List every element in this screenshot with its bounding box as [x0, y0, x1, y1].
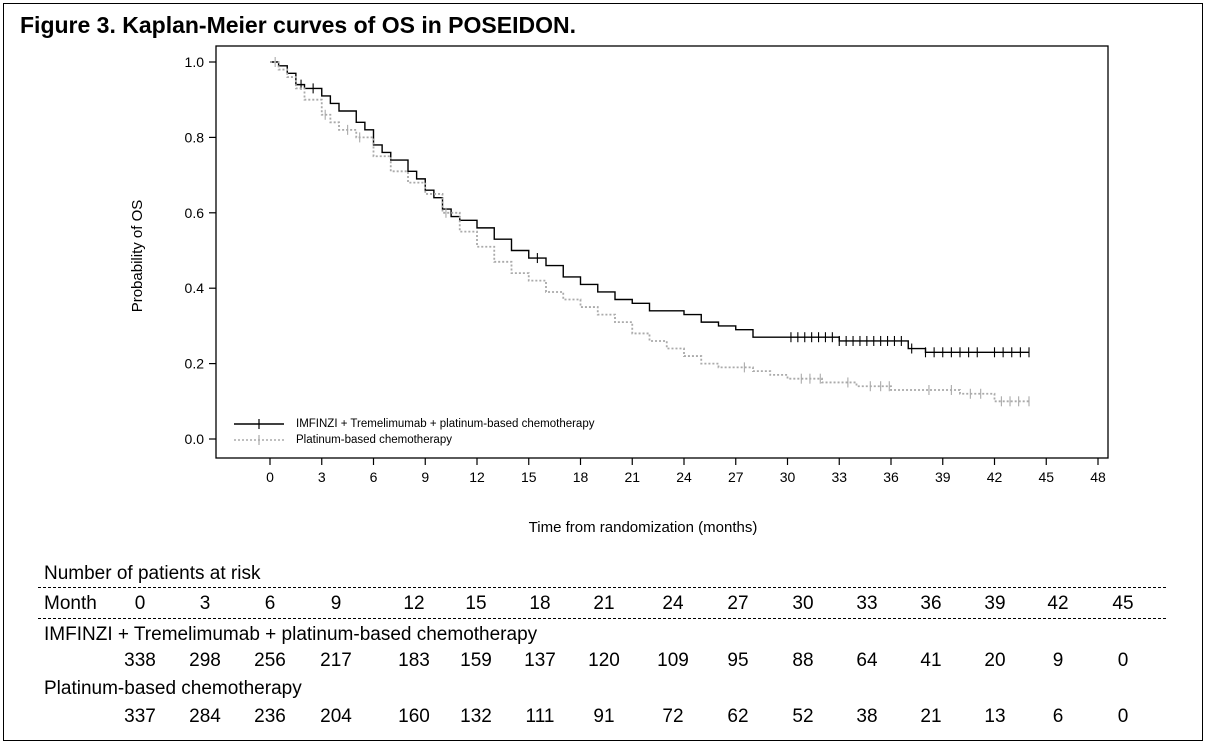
y-tick-label: 0.8 [185, 129, 205, 145]
risk-value-imfinzi: 88 [792, 650, 814, 671]
x-tick-label: 42 [987, 469, 1003, 485]
risk-value-chemo: 160 [398, 706, 430, 727]
risk-value-imfinzi: 159 [460, 650, 492, 671]
risk-value-chemo: 236 [254, 706, 286, 727]
risk-value-imfinzi: 120 [588, 650, 620, 671]
x-tick-label: 18 [573, 469, 589, 485]
risk-month-value: 3 [199, 593, 211, 614]
risk-row-label-chemo: Platinum-based chemotherapy [44, 678, 302, 699]
risk-month-value: 12 [403, 593, 425, 614]
x-tick-label: 36 [883, 469, 899, 485]
y-tick-label: 0.6 [185, 205, 205, 221]
risk-value-chemo: 337 [124, 706, 156, 727]
risk-month-value: 24 [662, 593, 684, 614]
divider-bottom [38, 618, 1166, 619]
risk-value-chemo: 72 [662, 706, 684, 727]
risk-month-value: 30 [792, 593, 814, 614]
risk-value-imfinzi: 9 [1052, 650, 1064, 671]
x-tick-label: 9 [421, 469, 429, 485]
x-tick-label: 24 [676, 469, 692, 485]
risk-value-chemo: 91 [593, 706, 615, 727]
risk-value-imfinzi: 64 [856, 650, 878, 671]
risk-value-imfinzi: 298 [189, 650, 221, 671]
risk-value-chemo: 284 [189, 706, 221, 727]
legend-label-imfinzi: IMFINZI + Tremelimumab + platinum-based … [296, 418, 595, 430]
risk-month-value: 18 [529, 593, 551, 614]
risk-month-value: 33 [856, 593, 878, 614]
risk-value-imfinzi: 109 [657, 650, 689, 671]
risk-value-chemo: 132 [460, 706, 492, 727]
risk-month-value: 27 [727, 593, 749, 614]
x-tick-label: 39 [935, 469, 951, 485]
risk-month-value: 21 [593, 593, 615, 614]
risk-month-value: 6 [264, 593, 276, 614]
figure-title: Figure 3. Kaplan-Meier curves of OS in P… [20, 12, 576, 38]
x-tick-label: 48 [1090, 469, 1106, 485]
x-tick-label: 30 [780, 469, 796, 485]
x-tick-label: 21 [624, 469, 640, 485]
risk-value-chemo: 38 [856, 706, 878, 727]
x-tick-label: 33 [831, 469, 847, 485]
risk-month-label: Month [44, 593, 97, 614]
x-tick-label: 12 [469, 469, 485, 485]
risk-table-heading: Number of patients at risk [44, 563, 261, 584]
risk-month-value: 42 [1047, 593, 1069, 614]
figure-frame [3, 3, 1203, 741]
km-chart: 0 3 6 9 12 15 18 21 24 27 30 33 36 39 42 45 48 0.00.20.4… [129, 45, 1109, 536]
risk-month-value: 0 [134, 593, 146, 614]
x-tick-label: 15 [521, 469, 537, 485]
risk-month-value: 39 [984, 593, 1006, 614]
y-tick-label: 0.2 [185, 356, 205, 372]
x-tick-label: 3 [318, 469, 326, 485]
risk-value-imfinzi: 95 [727, 650, 749, 671]
risk-value-chemo: 204 [320, 706, 352, 727]
risk-value-imfinzi: 256 [254, 650, 286, 671]
risk-value-chemo: 13 [984, 706, 1006, 727]
risk-value-chemo: 6 [1052, 706, 1064, 727]
risk-month-value: 45 [1112, 593, 1134, 614]
risk-row-label-imfinzi: IMFINZI + Tremelimumab + platinum-based … [44, 624, 538, 645]
risk-value-imfinzi: 0 [1117, 650, 1129, 671]
risk-month-value: 15 [465, 593, 487, 614]
legend: IMFINZI + Tremelimumab + platinum-based … [234, 418, 595, 446]
x-tick-label: 45 [1038, 469, 1054, 485]
risk-value-chemo: 62 [727, 706, 749, 727]
x-tick-label: 6 [370, 469, 378, 485]
risk-month-value: 36 [920, 593, 942, 614]
plot-area-border [215, 45, 1109, 459]
series-layer [270, 57, 1030, 407]
risk-value-imfinzi: 338 [124, 650, 156, 671]
series-line-chemo [270, 61, 1029, 403]
legend-label-chemo: Platinum-based chemotherapy [296, 434, 452, 446]
y-axis: 0.0 0.2 0.4 0.6 0.8 1.0 [185, 54, 216, 447]
series-line-imfinzi [270, 61, 1029, 353]
risk-value-imfinzi: 41 [920, 650, 942, 671]
x-tick-label: 0 [266, 469, 274, 485]
y-tick-label: 1.0 [185, 54, 205, 70]
y-tick-label: 0.4 [185, 280, 205, 296]
x-tick-label: 27 [728, 469, 744, 485]
risk-value-chemo: 111 [525, 706, 555, 727]
risk-value-chemo: 21 [920, 706, 942, 727]
y-tick-label: 0.0 [185, 431, 205, 447]
risk-value-imfinzi: 183 [398, 650, 430, 671]
risk-value-imfinzi: 137 [524, 650, 556, 671]
x-axis: 0 3 6 9 12 15 18 21 24 27 30 33 36 39 42 45 48 [266, 458, 1106, 485]
risk-value-imfinzi: 217 [320, 650, 352, 671]
risk-value-chemo: 0 [1117, 706, 1129, 727]
risk-month-value: 9 [330, 593, 342, 614]
divider-top [38, 587, 1166, 588]
risk-value-imfinzi: 20 [984, 650, 1006, 671]
x-axis-label: Time from randomization (months) [529, 519, 758, 536]
y-axis-label: Probability of OS [129, 200, 146, 313]
risk-value-chemo: 52 [792, 706, 814, 727]
